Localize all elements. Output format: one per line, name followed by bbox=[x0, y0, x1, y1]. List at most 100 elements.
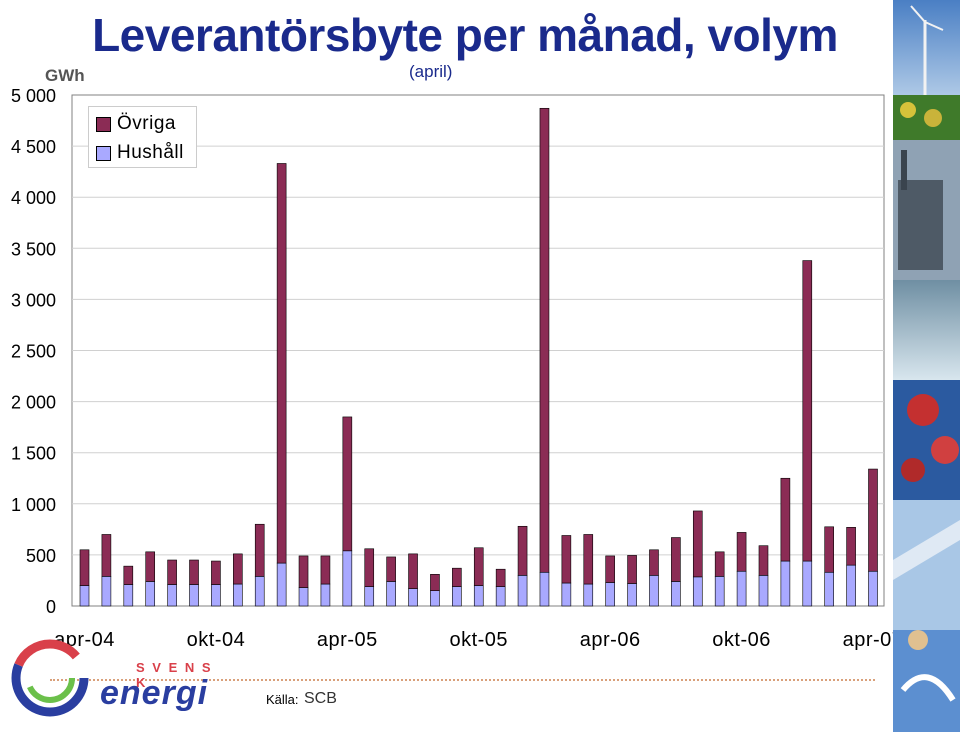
bar-ovriga bbox=[79, 549, 90, 586]
bar-ovriga bbox=[649, 549, 659, 576]
bar-hushall bbox=[561, 582, 572, 607]
bar-ovriga bbox=[583, 534, 594, 585]
bar-hushall bbox=[430, 590, 440, 607]
bar-ovriga bbox=[123, 565, 134, 585]
bar-ovriga bbox=[452, 567, 462, 587]
bar-ovriga bbox=[758, 545, 769, 576]
x-tick-label: okt-06 bbox=[712, 629, 771, 651]
bar-hushall bbox=[802, 560, 813, 607]
bar-ovriga bbox=[211, 560, 221, 585]
bar-ovriga bbox=[473, 547, 484, 586]
x-tick-label: apr-05 bbox=[317, 629, 378, 651]
bar-hushall bbox=[824, 571, 834, 607]
y-tick-label: 0 bbox=[46, 597, 56, 617]
x-axis-tick-labels: apr-04 okt-04 apr-05 okt-05 apr-06 okt-06 apr-… bbox=[54, 629, 903, 651]
bars bbox=[79, 107, 878, 607]
bar-hushall bbox=[736, 570, 747, 607]
y-tick-label: 4 000 bbox=[11, 188, 56, 208]
legend: Övriga Hushåll bbox=[88, 106, 197, 168]
y-axis-tick-labels: 0 500 1 000 1 500 2 000 2 500 3 000 3 500 4 000 4… bbox=[11, 86, 56, 617]
logo-text-bottom: energi bbox=[100, 674, 209, 712]
bar-hushall bbox=[211, 584, 221, 607]
bar-hushall bbox=[233, 583, 243, 607]
bar-ovriga bbox=[561, 535, 572, 584]
bar-hushall bbox=[452, 586, 462, 607]
bar-ovriga bbox=[605, 555, 615, 583]
bar-ovriga bbox=[802, 260, 813, 562]
bar-hushall bbox=[189, 584, 199, 607]
bar-hushall bbox=[320, 583, 331, 607]
bar-ovriga bbox=[780, 477, 791, 562]
logo-text-top: S V E N S K bbox=[136, 660, 213, 690]
bar-hushall bbox=[167, 584, 177, 607]
bar-hushall bbox=[671, 581, 681, 607]
bar-ovriga bbox=[671, 537, 681, 582]
y-tick-label: 1 500 bbox=[11, 444, 56, 464]
chart-title: Leverantörsbyte per månad, volym bbox=[92, 9, 838, 61]
bar-hushall bbox=[408, 588, 418, 607]
bar-hushall bbox=[364, 586, 375, 607]
bar-ovriga bbox=[846, 527, 856, 566]
bar-ovriga bbox=[736, 532, 747, 572]
bar-hushall bbox=[714, 576, 725, 607]
legend-label-ovriga: Övriga bbox=[117, 113, 176, 134]
chart-subtitle: (april) bbox=[409, 62, 453, 81]
y-tick-label: 1 000 bbox=[11, 495, 56, 515]
bar-hushall bbox=[846, 564, 856, 607]
bar-hushall bbox=[342, 550, 353, 607]
source-label: Källa: bbox=[266, 692, 299, 707]
x-tick-label: apr-06 bbox=[580, 629, 641, 651]
bar-ovriga bbox=[342, 416, 353, 552]
bar-hushall bbox=[692, 576, 703, 607]
bar-hushall bbox=[276, 562, 287, 607]
bar-hushall bbox=[868, 570, 878, 607]
bar-hushall bbox=[254, 576, 265, 607]
x-tick-label: okt-05 bbox=[449, 629, 508, 651]
bar-hushall bbox=[495, 586, 506, 607]
logo-swirl-icon bbox=[11, 639, 89, 717]
bar-hushall bbox=[386, 581, 396, 607]
bar-ovriga bbox=[430, 574, 440, 591]
bar-ovriga bbox=[167, 559, 177, 585]
bar-hushall bbox=[627, 583, 637, 607]
bar-hushall bbox=[79, 585, 90, 607]
decorative-photo-strip bbox=[893, 0, 960, 732]
y-axis-unit: GWh bbox=[45, 66, 85, 85]
bar-ovriga bbox=[254, 523, 265, 577]
footer-divider bbox=[50, 679, 875, 681]
x-tick-label: okt-04 bbox=[187, 629, 246, 651]
legend-item-ovriga: Övriga bbox=[96, 113, 176, 134]
source-value: SCB bbox=[304, 690, 337, 707]
y-tick-label: 500 bbox=[26, 546, 56, 566]
bar-ovriga bbox=[233, 553, 243, 585]
bar-ovriga bbox=[714, 551, 725, 577]
bar-ovriga bbox=[495, 568, 506, 587]
bar-hushall bbox=[758, 575, 769, 607]
bar-ovriga bbox=[824, 526, 834, 573]
svensk-energi-logo: S V E N S K energi bbox=[8, 636, 228, 726]
y-tick-label: 3 000 bbox=[11, 290, 56, 310]
bar-hushall bbox=[473, 585, 484, 607]
bar-hushall bbox=[605, 582, 615, 607]
y-tick-label: 2 500 bbox=[11, 342, 56, 362]
bar-ovriga bbox=[276, 163, 287, 564]
bar-ovriga bbox=[517, 525, 528, 576]
bar-hushall bbox=[649, 575, 659, 607]
bar-hushall bbox=[101, 576, 112, 607]
legend-swatch-hushall bbox=[96, 145, 111, 161]
bar-hushall bbox=[517, 575, 528, 607]
y-tick-label: 3 500 bbox=[11, 239, 56, 259]
bar-ovriga bbox=[539, 107, 550, 573]
bar-hushall bbox=[298, 587, 309, 607]
legend-item-hushall: Hushåll bbox=[96, 142, 184, 163]
bar-ovriga bbox=[189, 559, 199, 585]
bar-ovriga bbox=[101, 534, 112, 577]
y-tick-label: 4 500 bbox=[11, 137, 56, 157]
bar-hushall bbox=[145, 581, 156, 607]
bar-ovriga bbox=[298, 555, 309, 588]
photo-collage-image bbox=[893, 0, 960, 732]
bar-hushall bbox=[583, 583, 594, 607]
bar-ovriga bbox=[868, 468, 878, 572]
bar-ovriga bbox=[408, 553, 418, 589]
